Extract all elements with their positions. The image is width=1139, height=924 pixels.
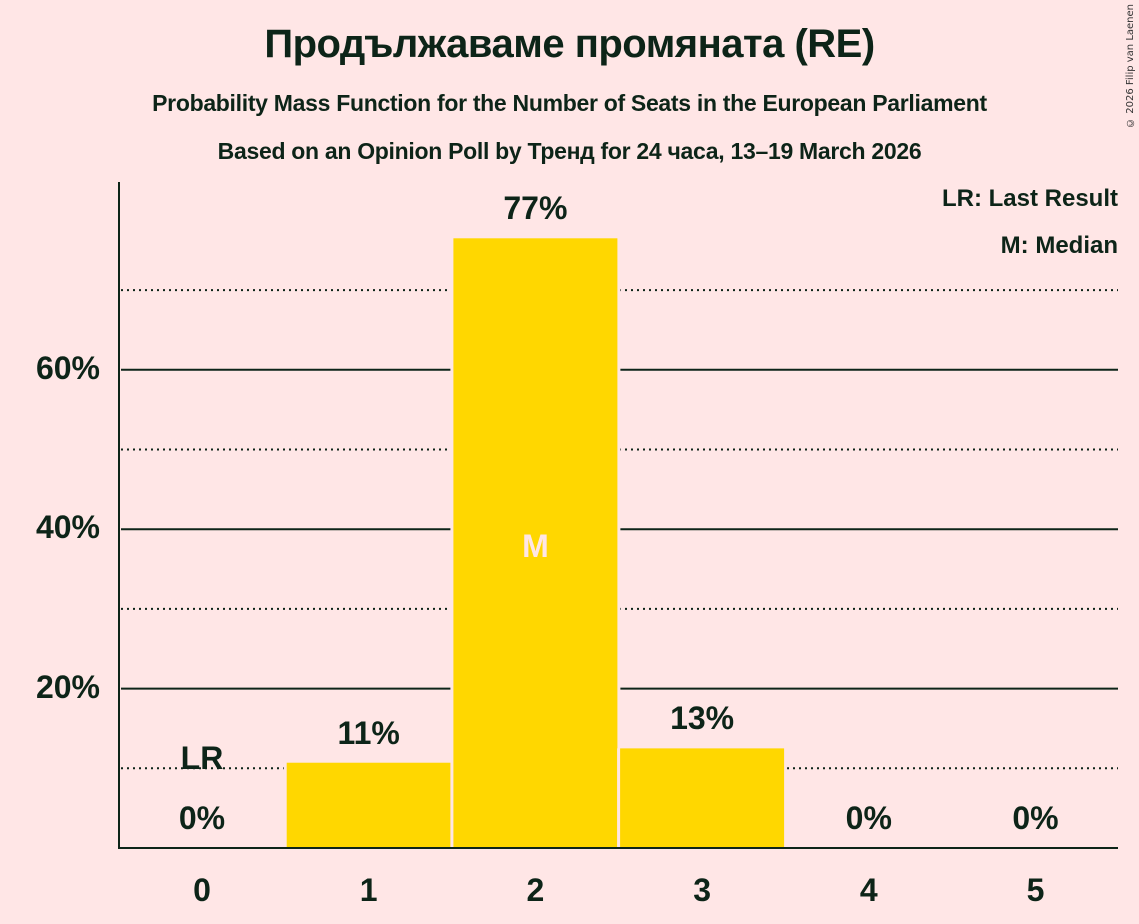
bar-seats-3 (620, 748, 785, 848)
x-tick-label: 1 (359, 872, 378, 908)
bar-value-label: 13% (670, 700, 735, 737)
bar-value-label: 0% (178, 800, 226, 836)
bar-seats-1 (286, 762, 451, 848)
x-tick-label: 0 (193, 872, 211, 908)
median-marker: M (522, 528, 549, 564)
x-tick-label: 3 (693, 872, 711, 908)
x-tick-label: 2 (526, 872, 545, 908)
y-tick-label: 40% (35, 509, 100, 546)
bar-value-label: 0% (845, 800, 892, 836)
last-result-marker: LR (180, 740, 224, 776)
y-tick-label: 20% (35, 668, 100, 705)
y-tick-label: 60% (35, 349, 100, 386)
chart-subtitle: Probability Mass Function for the Number… (152, 90, 987, 116)
chart-source-line: Based on an Opinion Poll by Тренд for 24… (217, 138, 922, 164)
bar-value-label: 11% (337, 714, 400, 751)
legend-last-result: LR: Last Result (941, 185, 1118, 212)
bar-value-label: 0% (1012, 800, 1059, 836)
bars (283, 238, 788, 849)
bar-seats-2 (453, 238, 618, 849)
x-tick-label: 5 (1026, 872, 1045, 908)
x-tick-label: 4 (859, 872, 878, 908)
bar-value-label: 77% (503, 190, 568, 227)
chart-title: Продължаваме промяната (RE) (264, 22, 875, 66)
legend-median: M: Median (1000, 232, 1118, 259)
